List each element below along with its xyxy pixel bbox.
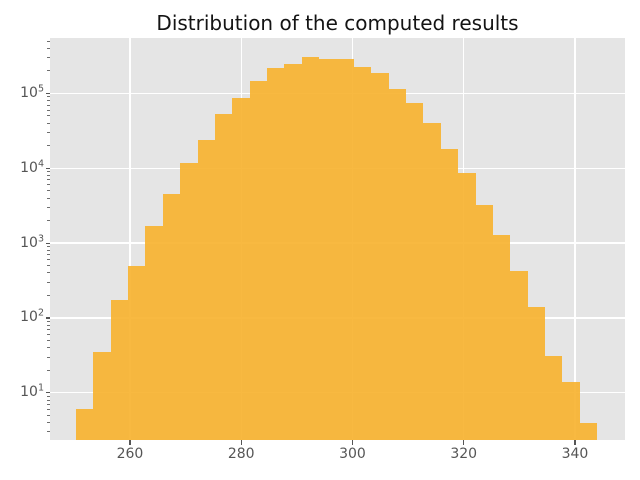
- y-minor-tick-mark: [47, 408, 50, 410]
- y-minor-tick-mark: [47, 47, 50, 49]
- histogram-bar: [145, 225, 163, 440]
- y-minor-tick-mark: [47, 339, 50, 341]
- y-tick-mark: [45, 317, 50, 319]
- y-minor-tick-mark: [47, 422, 50, 424]
- y-minor-tick-mark: [47, 57, 50, 59]
- y-tick-label: 101: [20, 382, 44, 401]
- y-tick-mark: [45, 167, 50, 169]
- y-tick-mark: [45, 242, 50, 244]
- histogram-bar: [336, 58, 354, 440]
- histogram-bar: [214, 114, 233, 440]
- y-minor-tick-mark: [47, 132, 50, 134]
- y-tick-mark: [45, 392, 50, 394]
- histogram-bar: [93, 352, 111, 440]
- histogram-bar: [75, 409, 94, 440]
- histogram-bar: [388, 88, 407, 440]
- y-minor-tick-mark: [47, 197, 50, 199]
- x-tick-label: 320: [450, 446, 478, 462]
- y-minor-tick-mark: [47, 145, 50, 147]
- y-tick-label: 105: [20, 83, 44, 101]
- histogram-bar: [527, 306, 546, 440]
- x-tick-label: 280: [227, 446, 255, 462]
- y-tick-label: 103: [20, 232, 44, 251]
- y-minor-tick-mark: [47, 104, 50, 106]
- y-minor-tick-mark: [47, 109, 50, 111]
- y-minor-tick-mark: [47, 395, 50, 397]
- x-tick-mark: [240, 440, 242, 445]
- y-minor-tick-mark: [47, 40, 50, 42]
- y-minor-tick-mark: [47, 206, 50, 208]
- y-minor-tick-mark: [47, 254, 50, 256]
- gridline-vertical: [574, 38, 576, 440]
- y-minor-tick-mark: [47, 122, 50, 124]
- x-tick-mark: [574, 440, 576, 445]
- y-minor-tick-mark: [47, 431, 50, 433]
- x-tick-mark: [463, 440, 465, 445]
- y-minor-tick-mark: [47, 259, 50, 261]
- x-tick-mark: [351, 440, 354, 445]
- y-minor-tick-mark: [47, 179, 50, 181]
- x-tick-mark: [129, 440, 131, 445]
- histogram-bar: [423, 122, 441, 440]
- y-minor-tick-mark: [47, 347, 50, 349]
- y-minor-tick-mark: [47, 190, 50, 192]
- y-minor-tick-mark: [47, 334, 50, 336]
- y-minor-tick-mark: [47, 246, 50, 248]
- x-tick-label: 300: [339, 446, 366, 462]
- histogram-bar: [562, 381, 580, 440]
- y-minor-tick-mark: [47, 184, 50, 186]
- y-minor-tick-mark: [47, 399, 50, 401]
- x-tick-label: 260: [116, 446, 144, 462]
- y-minor-tick-mark: [47, 320, 50, 322]
- y-minor-tick-mark: [47, 70, 50, 72]
- histogram-bar: [510, 270, 528, 440]
- histogram-bar: [180, 162, 198, 440]
- y-minor-tick-mark: [47, 356, 50, 358]
- gridline-vertical: [129, 38, 131, 440]
- histogram-bar: [301, 57, 320, 440]
- histogram-bar: [440, 149, 459, 440]
- histogram-bar: [475, 205, 493, 440]
- histogram-bar: [284, 63, 302, 440]
- y-minor-tick-mark: [47, 324, 50, 326]
- chart-title: Distribution of the computed results: [156, 11, 519, 35]
- histogram-bar: [353, 67, 372, 440]
- histogram-bar: [458, 172, 476, 440]
- plot-area: [50, 38, 625, 440]
- histogram-bar: [493, 234, 511, 440]
- y-minor-tick-mark: [47, 414, 50, 416]
- y-tick-mark: [45, 92, 50, 94]
- y-minor-tick-mark: [47, 100, 50, 102]
- histogram-bar: [267, 68, 285, 440]
- y-minor-tick-mark: [47, 220, 50, 222]
- histogram-bar: [128, 266, 146, 440]
- histogram-bar: [371, 73, 389, 440]
- y-minor-tick-mark: [47, 249, 50, 251]
- y-minor-tick-mark: [47, 329, 50, 331]
- y-tick-label: 104: [20, 158, 44, 176]
- histogram-bar: [319, 58, 337, 440]
- histogram-bar: [232, 98, 250, 440]
- x-tick-label: 340: [561, 446, 589, 462]
- y-tick-label: 102: [20, 307, 44, 326]
- y-minor-tick-mark: [47, 175, 50, 176]
- histogram-bar: [110, 299, 129, 440]
- histogram-bar: [162, 194, 181, 440]
- histogram-bar: [197, 139, 215, 440]
- histogram-bar: [545, 356, 563, 440]
- y-minor-tick-mark: [47, 96, 50, 98]
- y-minor-tick-mark: [47, 369, 50, 371]
- y-minor-tick-mark: [47, 115, 50, 117]
- histogram-bar: [249, 80, 268, 440]
- histogram-bar: [406, 102, 424, 440]
- y-minor-tick-mark: [47, 265, 50, 267]
- y-minor-tick-mark: [47, 171, 50, 173]
- y-minor-tick-mark: [47, 403, 50, 405]
- y-minor-tick-mark: [47, 281, 50, 283]
- y-minor-tick-mark: [47, 272, 50, 274]
- y-minor-tick-mark: [47, 294, 50, 296]
- histogram-bar: [579, 422, 598, 440]
